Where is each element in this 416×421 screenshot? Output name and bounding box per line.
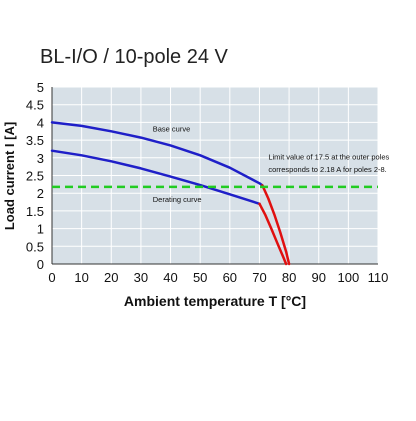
axes [51, 87, 378, 265]
series-line-3 [261, 184, 291, 266]
y-axis-label: Load current I [A] [2, 122, 17, 230]
y-tick-label: 1 [37, 222, 44, 237]
x-tick-label: 20 [104, 270, 118, 285]
series-group [50, 121, 378, 266]
annotation-4: corresponds to 2.18 A for poles 2-8. [268, 165, 386, 174]
x-tick-label: 110 [368, 270, 389, 285]
y-tick-label: 3.5 [26, 133, 44, 148]
tick-labels: 0 10 20 30 40 50 60 70 80 90 100 110 0 0.5 1 1.5 2 2.5 3 3.… [26, 80, 388, 285]
y-tick-label: 4.5 [26, 98, 44, 113]
annotation-1: Base curve [153, 124, 191, 133]
x-tick-label: 0 [48, 270, 55, 285]
series-line-4 [258, 202, 288, 266]
series-line-1 [50, 121, 264, 187]
y-tick-label: 0.5 [26, 239, 44, 254]
series-line-2 [50, 149, 261, 206]
x-tick-label: 90 [311, 270, 325, 285]
y-tick-label: 1.5 [26, 204, 44, 219]
x-tick-label: 50 [193, 270, 207, 285]
y-tick-label: 4 [37, 115, 44, 130]
chart-title: BL-I/O / 10-pole 24 V [40, 46, 228, 68]
annotation-2: Derating curve [153, 195, 202, 204]
annotation-3: Limit value of 17.5 at the outer poles [268, 153, 389, 162]
y-tick-label: 2.5 [26, 169, 44, 184]
x-tick-label: 10 [74, 270, 88, 285]
x-tick-label: 30 [134, 270, 148, 285]
x-tick-label: 60 [223, 270, 237, 285]
x-tick-label: 80 [282, 270, 296, 285]
y-tick-label: 0 [37, 257, 44, 272]
y-tick-label: 5 [37, 80, 44, 95]
x-tick-label: 40 [163, 270, 177, 285]
grid [51, 86, 379, 265]
x-tick-label: 70 [252, 270, 266, 285]
y-tick-label: 3 [37, 151, 44, 166]
x-axis-label: Ambient temperature T [°C] [124, 293, 306, 309]
y-tick-label: 2 [37, 186, 44, 201]
x-tick-label: 100 [338, 270, 360, 285]
annotations: Base curve Derating curve Limit value of 1… [153, 124, 390, 204]
